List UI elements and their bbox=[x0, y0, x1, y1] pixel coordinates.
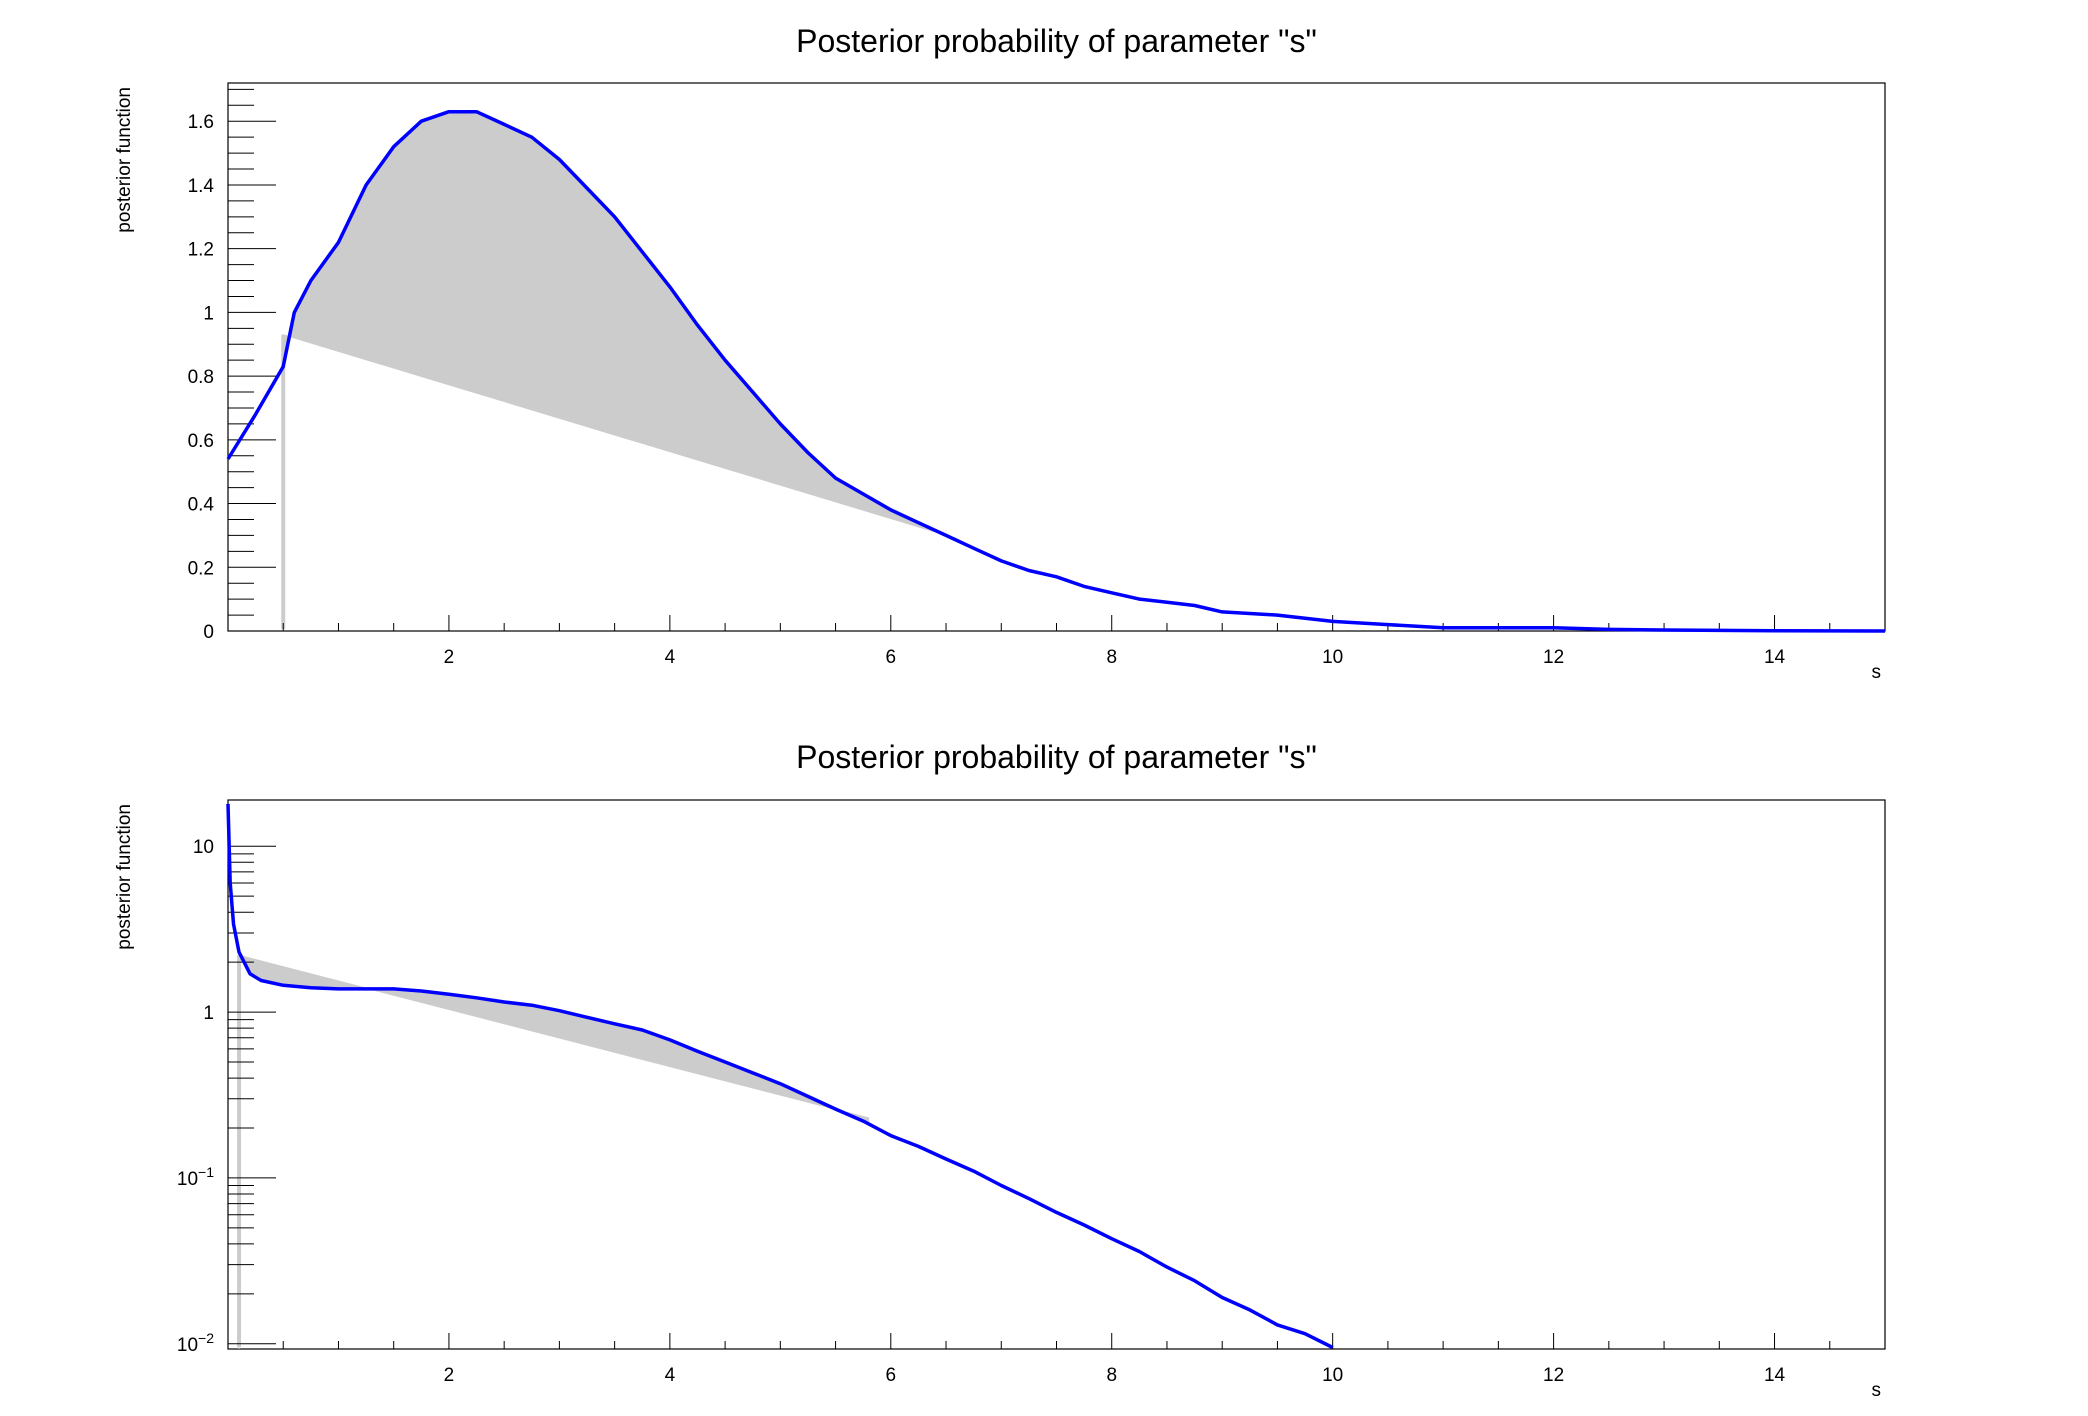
x-tick-label: 12 bbox=[1543, 1365, 1564, 1386]
x-axis-label: s bbox=[1872, 1380, 1882, 1401]
chart-title: Posterior probability of parameter "s" bbox=[796, 739, 1317, 775]
x-axis: 2 4 6 8 10 12 14 s bbox=[282, 1333, 1886, 1401]
x-tick-label: 6 bbox=[886, 1365, 897, 1386]
x-axis-label: s bbox=[1872, 662, 1882, 683]
y-tick-label: 0 bbox=[203, 622, 214, 643]
x-tick-label: 8 bbox=[1106, 1365, 1117, 1386]
x-tick-label: 2 bbox=[444, 1365, 455, 1386]
y-tick-label: 10 bbox=[193, 837, 214, 858]
y-tick-label: 1 bbox=[203, 303, 214, 324]
y-tick-label: 1.2 bbox=[188, 240, 214, 261]
x-axis: 2 4 6 8 10 12 14 s bbox=[282, 615, 1886, 683]
chart-panel-1: Posterior probability of parameter "s" 2 4… bbox=[114, 23, 1886, 683]
chart-panel-2: Posterior probability of parameter "s" 2 4… bbox=[114, 739, 1886, 1401]
y-axis-label: posterior function bbox=[114, 87, 135, 233]
x-tick-label: 12 bbox=[1543, 647, 1564, 668]
x-tick-label: 2 bbox=[444, 647, 455, 668]
x-tick-label: 8 bbox=[1106, 647, 1117, 668]
x-tick-label: 10 bbox=[1322, 1365, 1343, 1386]
posterior-curve bbox=[226, 803, 1334, 1350]
y-tick-label: 0.2 bbox=[188, 558, 214, 579]
x-tick-label: 4 bbox=[665, 647, 676, 668]
y-tick-label: 1.6 bbox=[188, 112, 214, 133]
x-tick-label: 6 bbox=[886, 647, 897, 668]
x-tick-label: 4 bbox=[665, 1365, 676, 1386]
credible-interval-band bbox=[282, 111, 958, 631]
x-tick-label: 14 bbox=[1764, 1365, 1786, 1386]
posterior-curve bbox=[226, 109, 1886, 633]
plot-frame bbox=[227, 799, 1886, 1350]
credible-interval-band bbox=[238, 951, 870, 1349]
y-tick-label: 0.4 bbox=[188, 495, 215, 516]
x-tick-label: 14 bbox=[1764, 647, 1786, 668]
y-axis-label: posterior function bbox=[114, 804, 135, 950]
y-tick-label: 0.8 bbox=[188, 367, 214, 388]
y-axis: 0 0.2 0.4 0.6 0.8 1 1.2 1.4 1.6 posterior functio… bbox=[114, 87, 276, 643]
chart-title: Posterior probability of parameter "s" bbox=[796, 23, 1317, 59]
y-axis: 10−2 10−1 1 10 posterior function bbox=[114, 804, 276, 1356]
y-tick-label: 10−1 bbox=[177, 1164, 214, 1190]
y-tick-label: 1 bbox=[203, 1003, 214, 1024]
y-tick-label: 1.4 bbox=[188, 176, 215, 197]
y-tick-label: 0.6 bbox=[188, 431, 214, 452]
x-tick-label: 10 bbox=[1322, 647, 1343, 668]
y-tick-label: 10−2 bbox=[177, 1330, 214, 1356]
